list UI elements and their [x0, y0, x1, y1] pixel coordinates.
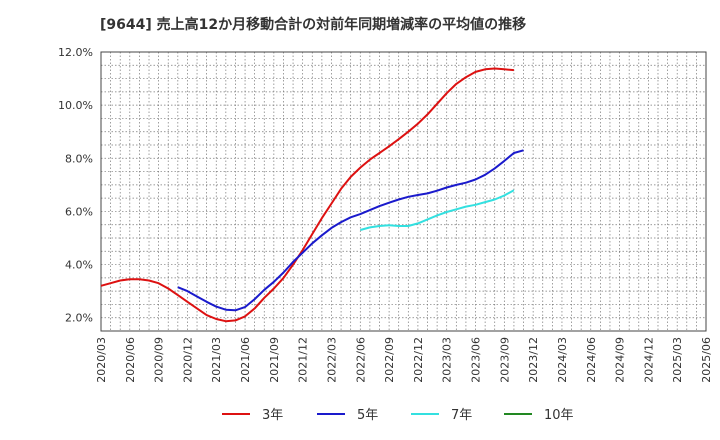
x-tick-label: 2025/06: [700, 337, 713, 383]
legend-label: 7年: [451, 408, 472, 423]
plot-frame: [100, 51, 707, 332]
x-tick-label: 2024/09: [614, 337, 627, 383]
x-tick-label: 2023/09: [498, 337, 511, 383]
x-tick-label: 2023/12: [527, 337, 540, 383]
x-tick-label: 2020/03: [95, 337, 108, 383]
x-tick-label: 2023/03: [441, 337, 454, 383]
x-tick-label: 2021/03: [210, 337, 223, 383]
x-tick-label: 2022/06: [354, 337, 367, 383]
chart-title: [9644] 売上高12か月移動合計の対前年同期増減率の平均値の推移: [100, 17, 527, 33]
legend-label: 3年: [262, 408, 283, 423]
x-tick-label: 2021/06: [239, 337, 252, 383]
x-tick-label: 2022/09: [383, 337, 396, 383]
y-tick-label: 4.0%: [65, 259, 93, 272]
x-tick-label: 2025/03: [671, 337, 684, 383]
x-tick-label: 2022/12: [412, 337, 425, 383]
y-tick-label: 10.0%: [58, 99, 93, 112]
series-line-2: [177, 149, 524, 312]
x-tick-label: 2020/09: [153, 337, 166, 383]
y-tick-label: 6.0%: [65, 205, 93, 218]
x-tick-label: 2022/03: [325, 337, 338, 383]
x-tick-label: 2023/06: [470, 337, 483, 383]
legend-label: 10年: [544, 408, 574, 423]
x-tick-label: 2021/09: [268, 337, 281, 383]
x-tick-label: 2021/12: [297, 337, 310, 383]
x-tick-label: 2024/06: [585, 337, 598, 383]
series-line-1: [100, 67, 514, 323]
x-tick-label: 2024/03: [556, 337, 569, 383]
series-line-3: [360, 189, 515, 231]
y-tick-label: 2.0%: [65, 312, 93, 325]
x-tick-label: 2024/12: [642, 337, 655, 383]
y-tick-label: 8.0%: [65, 152, 93, 165]
x-tick-label: 2020/12: [181, 337, 194, 383]
legend-label: 5年: [357, 408, 378, 423]
y-tick-label: 12.0%: [58, 46, 93, 59]
x-tick-label: 2020/06: [124, 337, 137, 383]
